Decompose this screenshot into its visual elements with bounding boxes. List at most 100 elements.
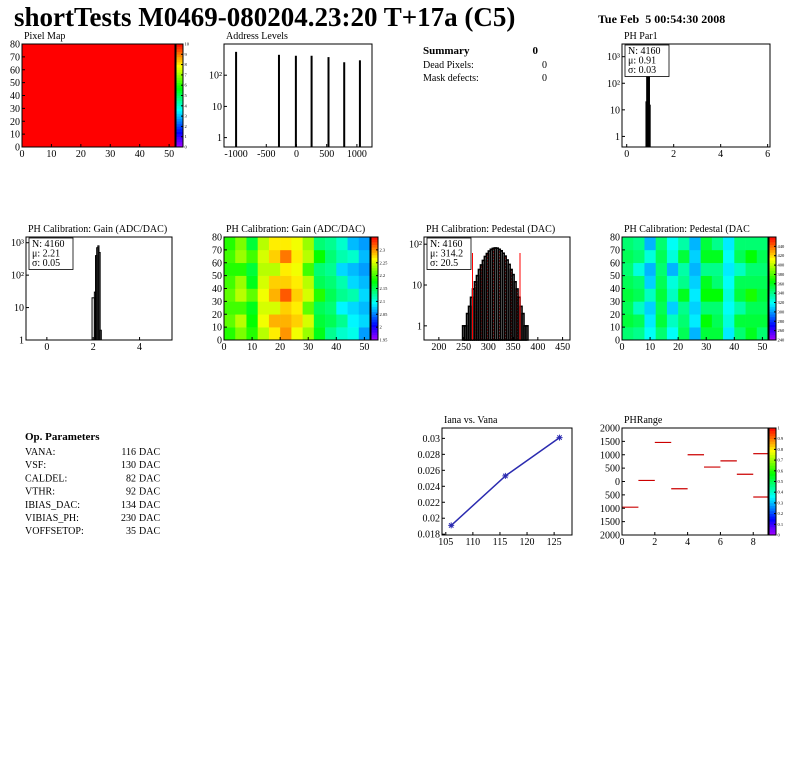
y-tick-label: 10 (10, 130, 20, 141)
palette-label: 2 (380, 325, 382, 330)
heatmap-cell (246, 327, 258, 341)
y-tick-label: 60 (212, 258, 222, 269)
palette-label: 340 (778, 291, 786, 296)
heatmap-cell (224, 275, 236, 289)
palette-cell (371, 314, 378, 318)
heatmap-cell (655, 249, 668, 264)
palette-label: 0.6 (778, 468, 784, 473)
y-tick-label: 10 (412, 281, 422, 292)
chart-title: PH Calibration: Gain (ADC/DAC) (226, 224, 365, 235)
x-tick-label: -500 (257, 149, 275, 160)
heatmap-cell (745, 275, 758, 289)
op-value: 230 (121, 513, 136, 524)
stats-text: μ: 314.2 (430, 249, 463, 260)
heatmap-cell (633, 288, 645, 302)
heatmap-cell (666, 275, 679, 289)
palette-cell (769, 247, 776, 251)
palette-cell (371, 267, 378, 271)
heatmap-cell (347, 301, 360, 315)
palette-cell (769, 244, 776, 248)
y-tick-label: 0.026 (418, 466, 441, 477)
palette-label: 9 (185, 52, 188, 57)
palette-cell (176, 69, 183, 73)
palette-label: 440 (778, 244, 786, 249)
palette-cell (769, 265, 776, 269)
palette-label: 260 (778, 328, 786, 333)
y-tick-label: 80 (10, 40, 20, 51)
palette-cell (176, 123, 183, 127)
heatmap-cell (280, 249, 292, 264)
heatmap-cell (644, 249, 656, 264)
y-tick-label: 50 (212, 271, 222, 282)
y-tick-label: 1 (217, 133, 222, 144)
heatmap-cell (689, 314, 701, 328)
heatmap-cell (280, 314, 292, 328)
palette-cell (371, 306, 378, 310)
palette-cell (176, 51, 183, 55)
summary-title: Summary (423, 45, 470, 57)
heatmap-cell (268, 288, 281, 302)
heatmap-cell (313, 327, 326, 341)
palette-cell (176, 46, 183, 50)
heatmap-cell (257, 262, 270, 276)
y-tick-label: 30 (610, 297, 620, 308)
y-tick-label: 50 (610, 271, 620, 282)
heatmap-cell (633, 275, 645, 289)
heatmap-cell (280, 288, 292, 302)
heatmap-cell (711, 288, 724, 302)
heatmap-cell (291, 237, 303, 251)
palette-cell (176, 136, 183, 140)
palette-label: 420 (778, 253, 786, 258)
heatmap-cell (302, 327, 315, 341)
x-tick-label: 300 (481, 342, 496, 353)
palette-cell (176, 67, 183, 71)
palette-cell (371, 296, 378, 300)
palette-cell (769, 441, 776, 445)
op-unit: DAC (139, 487, 160, 498)
heatmap-cell (666, 262, 679, 276)
heatmap-cell (622, 327, 634, 341)
op-unit: DAC (139, 526, 160, 537)
palette-cell (176, 64, 183, 68)
palette-cell (176, 49, 183, 53)
palette-cell (769, 526, 776, 530)
y-tick-label: 0 (217, 336, 222, 347)
heatmap-cell (734, 249, 746, 264)
palette-cell (769, 324, 776, 328)
op-unit: DAC (139, 460, 160, 471)
palette-cell (176, 44, 183, 47)
x-tick-label: 450 (555, 342, 570, 353)
palette-cell (176, 74, 183, 78)
heatmap-cell (644, 327, 656, 341)
heatmap-cell (700, 314, 713, 328)
heatmap-cell (302, 249, 315, 264)
palette-label: 0.7 (778, 458, 784, 463)
heatmap-cell (644, 237, 656, 251)
palette-cell (769, 239, 776, 243)
summary: Summary 0 Dead Pixels: 0 Mask defects: 0 (423, 45, 547, 84)
heatmap-cell (655, 275, 668, 289)
heatmap-cell (313, 249, 326, 264)
palette-cell (769, 291, 776, 294)
heatmap-cell (700, 275, 713, 289)
x-tick-label: 400 (530, 342, 545, 353)
heatmap-cell (745, 301, 758, 315)
palette-cell (769, 293, 776, 297)
palette-cell (769, 316, 776, 320)
heatmap-cell (22, 44, 176, 148)
palette-cell (371, 273, 378, 276)
heatmap-cell (325, 327, 337, 341)
palette-cell (769, 319, 776, 323)
heatmap-cell (347, 249, 360, 264)
y-tick-label: 10² (607, 79, 620, 90)
y-tick-label: 10 (212, 102, 222, 113)
y-tick-label: 40 (610, 284, 620, 295)
palette-cell (769, 267, 776, 271)
heatmap-cell (347, 262, 360, 276)
heatmap-cell (313, 237, 326, 251)
heatmap-cell (336, 288, 348, 302)
chart-panel: PH Calibration: Gain (ADC/DAC) 0 2 4 1 10 10² 1… (11, 224, 173, 353)
y-tick-label: 80 (610, 233, 620, 244)
palette-cell (371, 332, 378, 336)
histogram-bar (648, 104, 651, 148)
